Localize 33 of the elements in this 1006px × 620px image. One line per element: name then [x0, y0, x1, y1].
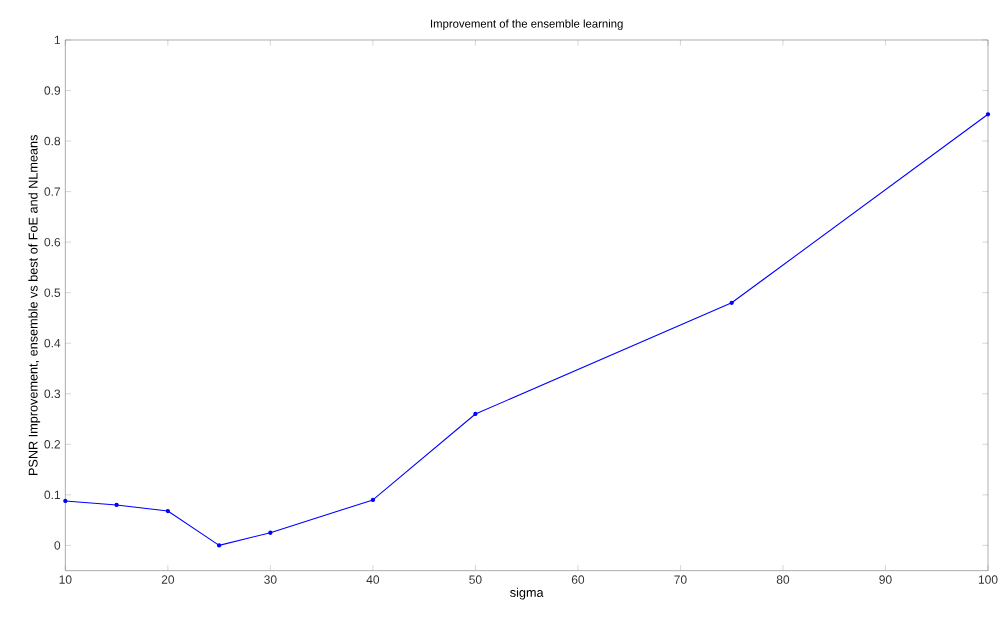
point: [63, 498, 68, 504]
x-tick-label: 100: [978, 575, 998, 584]
x-tick-label: 20: [161, 575, 175, 584]
point: [473, 411, 478, 417]
x-tick-label: 80: [776, 575, 790, 584]
x-tick-label: 50: [469, 575, 482, 584]
x-tick-label: 10: [59, 575, 72, 584]
x-tick-label: 70: [674, 575, 687, 584]
point: [370, 497, 376, 503]
point: [268, 530, 273, 535]
y-tick-label: 1: [54, 35, 61, 45]
chart-title: Improvement of the ensemble learning: [431, 19, 623, 30]
y-tick-label: 0.7: [44, 187, 61, 196]
x-tick-label: 30: [264, 575, 277, 584]
y-tick-label: 0.5: [44, 288, 61, 297]
y-tick-label: 0.8: [44, 136, 61, 146]
point: [114, 502, 119, 508]
y-tick-label: 0.2: [44, 440, 61, 449]
x-tick-label: 60: [571, 575, 585, 584]
x-tick-label: 90: [879, 575, 892, 584]
y-tick-label: 0.1: [44, 490, 61, 500]
point: [165, 508, 170, 514]
x-tick-label: 40: [366, 575, 380, 584]
y-tick-label: 0: [54, 541, 61, 550]
point: [985, 112, 991, 117]
y-tick-label: 0.4: [44, 338, 61, 348]
y-tick-label: 0.9: [44, 86, 61, 95]
y-tick-label: 0.6: [44, 237, 61, 247]
point: [216, 543, 222, 548]
point: [729, 300, 734, 305]
x-axis-title: sigma: [510, 587, 544, 600]
y-axis-title: PSNR Improvement, ensemble vs best of FoE and NLmeans: [28, 135, 41, 475]
y-tick-label: 0.3: [44, 389, 61, 399]
